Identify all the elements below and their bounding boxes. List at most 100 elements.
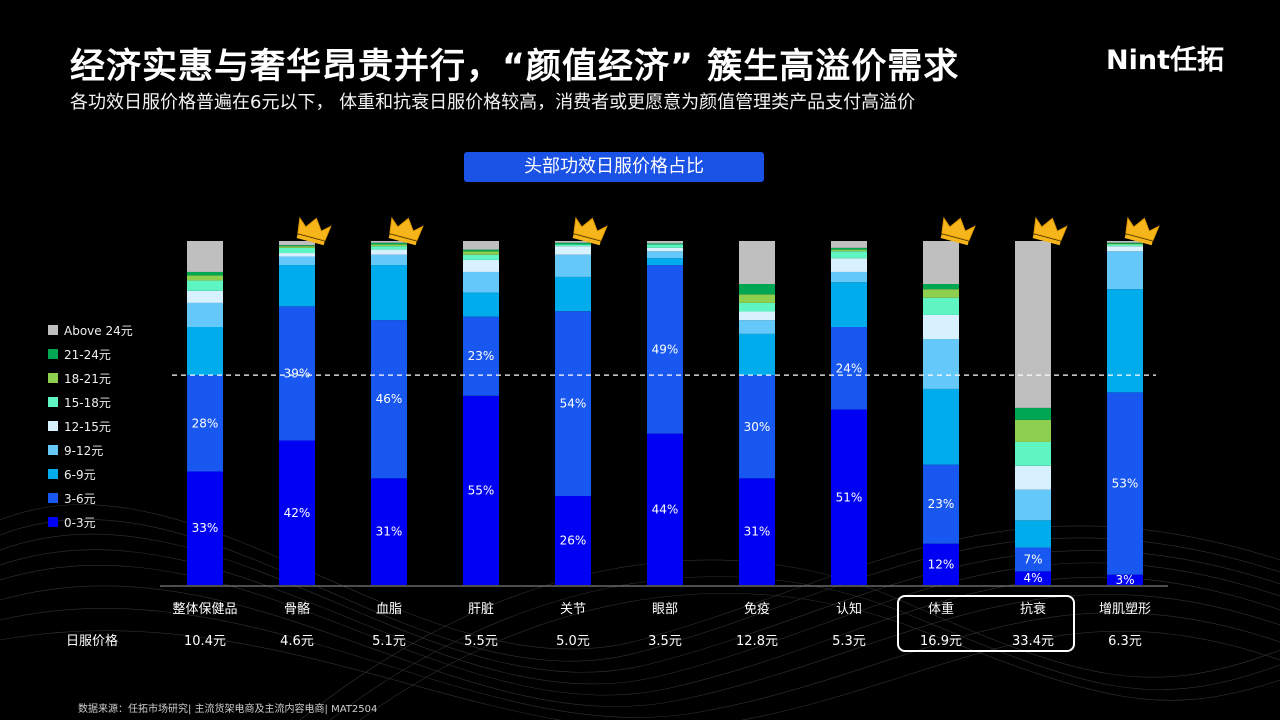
bar-segment bbox=[463, 251, 499, 255]
bar-segment bbox=[647, 243, 683, 245]
bar-segment bbox=[279, 253, 315, 257]
legend-label: 18-21元 bbox=[64, 371, 111, 386]
data-label: 44% bbox=[652, 502, 679, 516]
bar-segment bbox=[739, 333, 775, 376]
crown-band bbox=[572, 234, 601, 246]
bar-segment bbox=[1015, 520, 1051, 548]
bar-segment bbox=[739, 284, 775, 295]
legend-item: 3-6元 bbox=[48, 486, 133, 510]
bar-segment bbox=[187, 471, 223, 585]
legend-swatch bbox=[48, 325, 58, 335]
bar-segment bbox=[279, 440, 315, 585]
legend-swatch bbox=[48, 493, 58, 503]
legend-label: 15-18元 bbox=[64, 395, 111, 410]
legend-item: 21-24元 bbox=[48, 342, 133, 366]
bar-segment bbox=[647, 247, 683, 252]
crown-band bbox=[1124, 234, 1153, 246]
bar-segment bbox=[463, 241, 499, 250]
bar-segment bbox=[187, 327, 223, 376]
bar-segment bbox=[647, 244, 683, 248]
legend-label: 0-3元 bbox=[64, 515, 96, 530]
data-label: 28% bbox=[192, 416, 219, 430]
bar-segment bbox=[555, 246, 591, 255]
bar-segment bbox=[1015, 571, 1051, 585]
bar-segment bbox=[1015, 547, 1051, 572]
bar-segment bbox=[739, 478, 775, 585]
bar-segment bbox=[647, 258, 683, 266]
category-label: 增肌塑形 bbox=[1099, 602, 1151, 617]
legend-item: 15-18元 bbox=[48, 390, 133, 414]
category-label: 体重 bbox=[928, 601, 954, 617]
bar-segment bbox=[923, 543, 959, 585]
bar-segment bbox=[647, 251, 683, 259]
data-label: 49% bbox=[652, 342, 679, 356]
data-label: 46% bbox=[376, 392, 403, 406]
crown-shape bbox=[941, 216, 976, 242]
data-label: 39% bbox=[284, 366, 311, 380]
category-label: 眼部 bbox=[652, 602, 678, 617]
data-label: 26% bbox=[560, 534, 587, 548]
category-label: 肝脏 bbox=[468, 602, 494, 617]
legend-item: 18-21元 bbox=[48, 366, 133, 390]
bar-segment bbox=[923, 314, 959, 340]
source-note: 数据来源：任拓市场研究| 主流货架电商及主流内容电商| MAT2504 bbox=[78, 704, 378, 715]
bar-segment bbox=[555, 241, 591, 243]
bar-segment bbox=[555, 496, 591, 585]
bar-segment bbox=[923, 297, 959, 315]
bar-segment bbox=[831, 271, 867, 283]
legend-swatch bbox=[48, 397, 58, 407]
crown-shape bbox=[297, 216, 332, 242]
bar-segment bbox=[371, 265, 407, 321]
daily-price: 5.0元 bbox=[556, 634, 590, 649]
daily-price: 33.4元 bbox=[1012, 634, 1054, 649]
legend-swatch bbox=[48, 349, 58, 359]
brand-logo: Nint任拓 bbox=[1106, 45, 1224, 76]
bar-segment bbox=[923, 289, 959, 298]
category-label: 骨骼 bbox=[284, 601, 310, 617]
bar-segment bbox=[279, 247, 315, 254]
bar-segment bbox=[371, 246, 407, 250]
bar-segment bbox=[463, 249, 499, 252]
category-label: 免疫 bbox=[744, 601, 770, 617]
bar-segment bbox=[1015, 441, 1051, 466]
category-label: 抗衰 bbox=[1020, 601, 1046, 617]
bar-segment bbox=[831, 251, 867, 259]
bar-segment bbox=[555, 311, 591, 497]
bar-segment bbox=[187, 280, 223, 291]
bar-segment bbox=[923, 339, 959, 389]
data-label: 24% bbox=[836, 361, 863, 375]
legend-label: 6-9元 bbox=[64, 467, 96, 482]
data-label: 53% bbox=[1112, 477, 1139, 491]
bar-segment bbox=[371, 241, 407, 243]
legend-swatch bbox=[48, 469, 58, 479]
daily-price: 6.3元 bbox=[1108, 634, 1142, 649]
bar-segment bbox=[739, 311, 775, 321]
bar-segment bbox=[187, 241, 223, 272]
bar-segment bbox=[831, 327, 867, 410]
bar-segment bbox=[1015, 241, 1051, 408]
highlight-box bbox=[897, 595, 1075, 652]
bar-segment bbox=[831, 249, 867, 252]
bar-segment bbox=[1107, 244, 1143, 247]
bar-segment bbox=[371, 244, 407, 247]
bar-segment bbox=[923, 241, 959, 284]
daily-price: 5.3元 bbox=[832, 634, 866, 649]
bar-segment bbox=[279, 241, 315, 246]
crown-icon bbox=[940, 216, 976, 246]
legend-label: 21-24元 bbox=[64, 347, 111, 362]
bar-segment bbox=[1107, 251, 1143, 290]
daily-price: 12.8元 bbox=[736, 634, 778, 649]
bar-segment bbox=[1015, 419, 1051, 442]
bar-segment bbox=[923, 464, 959, 544]
bar-segment bbox=[279, 306, 315, 441]
data-label: 31% bbox=[744, 525, 771, 539]
data-label: 23% bbox=[928, 497, 955, 511]
bar-segment bbox=[187, 271, 223, 276]
bar-segment bbox=[279, 265, 315, 307]
bar-segment bbox=[1107, 392, 1143, 575]
bar-segment bbox=[923, 388, 959, 465]
bar-segment bbox=[279, 256, 315, 266]
crown-shape bbox=[389, 216, 424, 242]
category-label: 血脂 bbox=[376, 602, 402, 617]
